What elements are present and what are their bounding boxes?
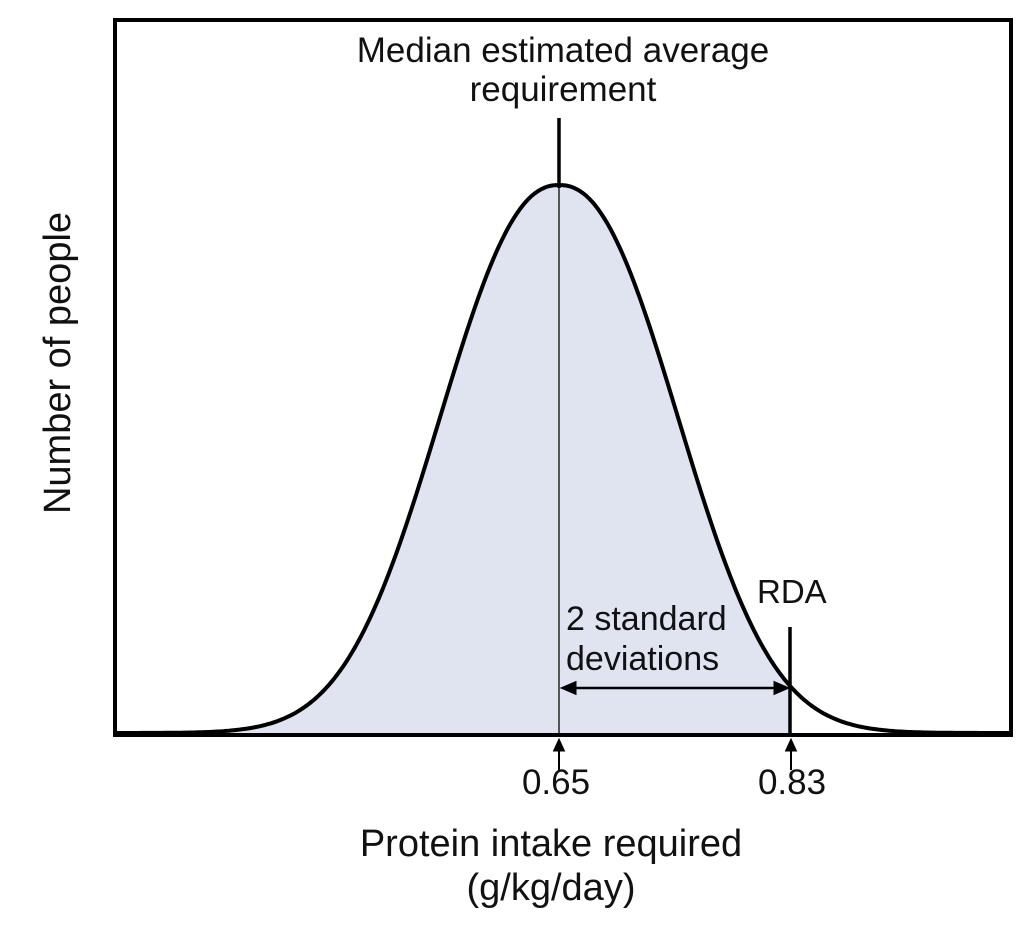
- rda-label: RDA: [757, 573, 827, 610]
- rda-tick-arrow: [784, 737, 798, 770]
- plot-border: [113, 18, 1013, 737]
- median-tick-label: 0.65: [521, 763, 591, 802]
- bell-curve-fill: [115, 185, 790, 733]
- y-axis-label: Number of people: [37, 211, 80, 515]
- sd-annotation-label: 2 standard deviations: [566, 600, 727, 679]
- x-axis-label: Protein intake required (g/kg/day): [359, 823, 743, 910]
- median-tick-arrow: [552, 737, 566, 770]
- rda-tick-label: 0.83: [757, 763, 827, 802]
- bell-curve-outline: [113, 183, 1011, 735]
- sd-double-arrow: [559, 680, 791, 696]
- median-annotation-label: Median estimated average requirement: [356, 31, 770, 109]
